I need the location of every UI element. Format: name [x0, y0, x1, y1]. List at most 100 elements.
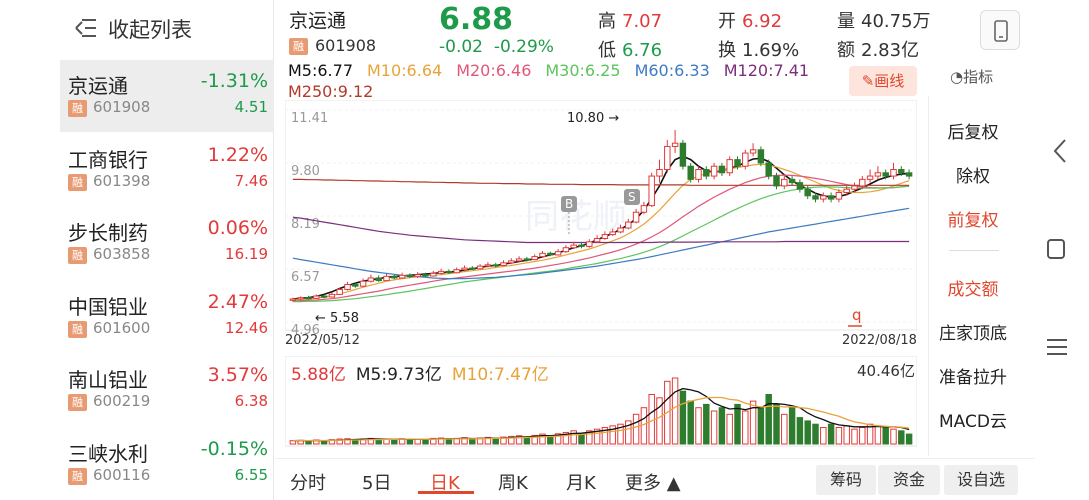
draw-line-button[interactable]: ✎画线 — [849, 66, 917, 96]
add-watchlist-button[interactable]: 设自选 — [944, 465, 1018, 495]
volume-bar — [757, 407, 765, 445]
volume-stat: 量 40.75万 — [837, 11, 931, 32]
phone-rotate-icon — [994, 20, 1008, 42]
candle-body — [757, 149, 765, 164]
watchlist-item-price: 12.46 — [225, 318, 268, 337]
volume-bar — [609, 425, 616, 445]
side-item-forward-adjusted[interactable]: 前复权 — [947, 211, 999, 231]
watchlist-item-code: 601908 — [93, 98, 151, 116]
volume-bar — [336, 438, 343, 445]
candle-body — [890, 168, 897, 177]
volume-bar — [539, 433, 546, 445]
ma30-label: M30:6.25 — [545, 61, 621, 80]
volume-bar — [898, 430, 905, 445]
tab-monthly-k[interactable]: 月K — [566, 473, 596, 494]
candle-body — [695, 168, 702, 180]
watchlist-item-name: 京运通 — [68, 74, 128, 98]
side-item-dealer-top-bottom[interactable]: 庄家顶底 — [939, 324, 1007, 344]
min-price-label: ← 5.58 — [315, 311, 359, 326]
watchlist-item[interactable]: 步长制药 0.06% 融 603858 16.19 — [60, 207, 274, 279]
tab-weekly-k[interactable]: 周K — [498, 473, 528, 494]
volume-bar — [703, 403, 710, 445]
volume-bar — [500, 436, 507, 445]
watchlist-item[interactable]: 工商银行 1.22% 融 601398 7.46 — [60, 134, 274, 206]
side-item-macd-cloud[interactable]: MACD云 — [939, 412, 1007, 432]
candle-body — [773, 175, 780, 187]
candle-body — [344, 284, 351, 290]
volume-chart[interactable] — [285, 356, 917, 448]
volume-legend: 5.88亿 M5:9.73亿 M10:7.47亿 — [291, 360, 559, 385]
watchlist-item[interactable]: 三峡水利 -0.15% 融 600116 6.55 — [60, 428, 274, 500]
volume-bar — [391, 438, 398, 445]
chip-button[interactable]: 筹码 — [816, 465, 876, 495]
tab-daily-k[interactable]: 日K — [430, 473, 460, 494]
indicator-button[interactable]: ◔指标 — [950, 68, 994, 86]
max-price-label: 10.80 → — [567, 111, 619, 126]
candle-body — [742, 152, 749, 167]
low-stat: 低 6.76 — [598, 40, 663, 61]
candle-body — [297, 297, 304, 300]
candle-body — [617, 227, 624, 233]
candle-body — [718, 165, 726, 174]
candle-body — [859, 178, 866, 187]
candle-body — [352, 284, 359, 287]
volume-ma10: M10:7.47亿 — [451, 365, 549, 385]
candle-body — [640, 205, 648, 213]
candle-body — [375, 277, 382, 282]
candle-body — [391, 275, 398, 279]
volume-bar — [695, 407, 702, 445]
ma-line-m30 — [292, 185, 910, 303]
tab-more[interactable]: 更多 ▲ — [625, 473, 681, 494]
landscape-toggle-button[interactable] — [980, 10, 1020, 50]
volume-bar — [422, 438, 429, 445]
watchlist-item-code: 600219 — [93, 392, 151, 410]
recents-icon[interactable] — [1047, 339, 1067, 355]
volume-bar — [781, 413, 788, 445]
side-item-back-adjusted[interactable]: 后复权 — [947, 123, 999, 143]
volume-bar — [710, 410, 718, 445]
candle-body — [406, 274, 414, 278]
side-item-turnover-amount[interactable]: 成交额 — [947, 280, 999, 300]
candle-body — [586, 241, 593, 247]
watchlist-item[interactable]: 中国铝业 2.47% 融 601600 12.46 — [60, 281, 274, 353]
candle-body — [843, 188, 850, 193]
watchlist-item[interactable]: 京运通 -1.31% 融 601908 4.51 — [60, 60, 274, 132]
watchlist-item-name: 三峡水利 — [68, 441, 148, 466]
volume-bar — [640, 407, 648, 445]
watchlist-item-pct: -1.31% — [200, 70, 268, 92]
volume-bar — [773, 403, 780, 445]
tab-5day[interactable]: 5日 — [362, 473, 392, 494]
candle-body — [305, 297, 312, 300]
collapse-list-icon — [75, 19, 96, 37]
watchlist-item-pct: 2.47% — [207, 290, 268, 313]
back-icon[interactable] — [1053, 139, 1066, 163]
candle-body — [726, 159, 733, 174]
fund-button[interactable]: 资金 — [878, 465, 940, 495]
watchlist-item-name: 步长制药 — [68, 221, 148, 245]
side-item-ex-rights[interactable]: 除权 — [956, 167, 990, 187]
watchlist-item[interactable]: 南山铝业 3.57% 融 600219 6.38 — [60, 354, 274, 426]
volume-bar — [570, 430, 577, 445]
tab-intraday[interactable]: 分时 — [290, 473, 326, 494]
volume-bar — [882, 427, 889, 445]
volume-bar — [328, 439, 336, 445]
candle-body — [562, 247, 570, 253]
amount-stat: 额 2.83亿 — [837, 40, 920, 61]
volume-bar — [508, 435, 515, 445]
candle-body — [313, 295, 320, 299]
ma-line-m60 — [292, 207, 910, 280]
candle-body — [508, 260, 515, 264]
side-item-ready-to-rise[interactable]: 准备拉升 — [939, 368, 1007, 388]
watchlist-item-price: 6.55 — [234, 465, 268, 484]
candle-body — [835, 191, 843, 200]
candle-body — [593, 238, 601, 243]
collapse-list-button[interactable]: 收起列表 — [0, 0, 273, 58]
home-icon[interactable] — [1047, 239, 1065, 259]
side-divider — [949, 250, 999, 251]
volume-bar — [804, 420, 811, 445]
candle-body — [336, 288, 343, 295]
candle-body — [398, 274, 406, 279]
volume-bar — [344, 438, 351, 445]
watchlist-item-price: 4.51 — [234, 98, 268, 116]
